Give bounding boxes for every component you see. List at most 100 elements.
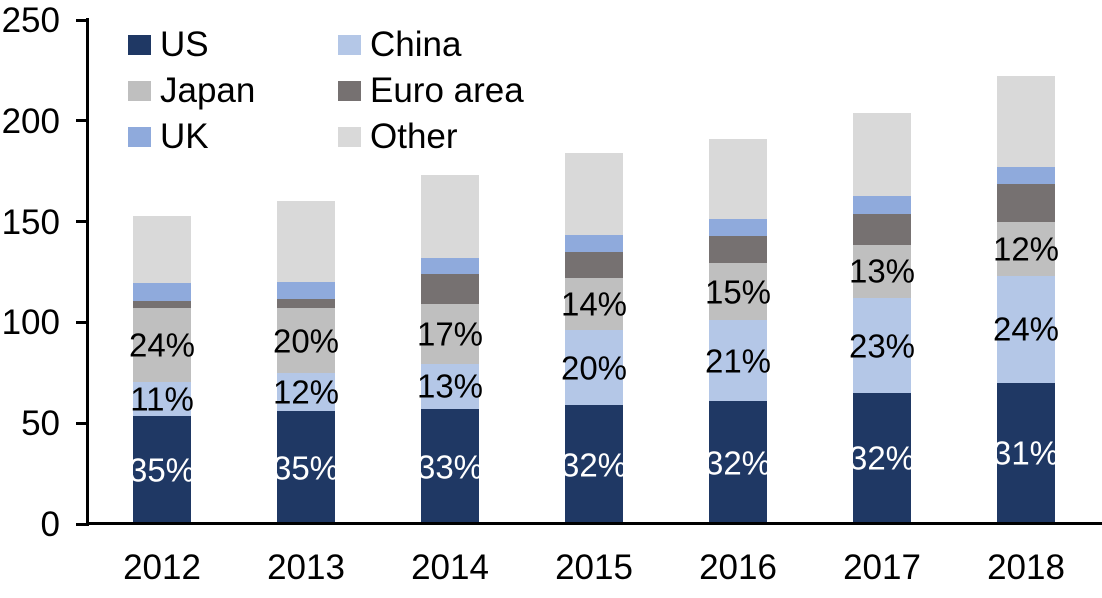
legend-row: Japan Euro area — [128, 68, 688, 114]
y-tick-label: 150 — [1, 202, 60, 242]
legend-item-euro-area: Euro area — [338, 73, 548, 109]
bar-segment-uk-2015 — [565, 234, 623, 252]
legend-row: US China — [128, 22, 688, 68]
y-tick-mark — [76, 220, 88, 224]
legend-swatch-icon — [338, 35, 361, 55]
data-label-us-2017: 32% — [848, 439, 916, 477]
bar-segment-us-2018 — [997, 382, 1055, 524]
legend-item-other: Other — [338, 119, 548, 155]
data-label-japan-2016: 15% — [704, 273, 772, 311]
bar-segment-other-2013 — [277, 201, 335, 283]
y-tick-mark — [76, 320, 88, 324]
legend-item-uk: UK — [128, 119, 338, 155]
legend-item-us: US — [128, 27, 338, 63]
y-tick-label: 100 — [1, 303, 60, 343]
bar-segment-us-2013 — [277, 411, 335, 524]
bar-segment-euro-area-2018 — [997, 184, 1055, 222]
bar-segment-uk-2017 — [853, 196, 911, 214]
bar-segment-uk-2018 — [997, 167, 1055, 185]
bar-segment-uk-2012 — [133, 283, 191, 302]
data-label-china-2015: 20% — [560, 349, 628, 387]
legend-swatch-icon — [128, 35, 151, 55]
y-tick-label: 200 — [1, 101, 60, 141]
data-label-japan-2018: 12% — [992, 230, 1060, 268]
legend-label: Euro area — [370, 71, 524, 110]
x-tick-label-2017: 2017 — [843, 548, 921, 587]
bar-segment-euro-area-2013 — [277, 299, 335, 309]
bar-segment-china-2016 — [709, 320, 767, 401]
bar-segment-us-2012 — [133, 416, 191, 524]
y-tick-mark — [76, 421, 88, 425]
data-label-japan-2014: 17% — [416, 315, 484, 353]
legend: US China Japan Euro area UK Other — [128, 22, 688, 160]
bar-segment-china-2018 — [997, 276, 1055, 383]
data-label-us-2012: 35% — [128, 451, 196, 489]
bar-segment-uk-2014 — [421, 257, 479, 274]
x-tick-label-2015: 2015 — [555, 548, 633, 587]
data-label-us-2018: 31% — [992, 434, 1060, 472]
bar-segment-us-2017 — [853, 392, 911, 524]
data-label-us-2015: 32% — [560, 446, 628, 484]
bar-segment-china-2012 — [133, 381, 191, 417]
legend-item-china: China — [338, 27, 548, 63]
legend-swatch-icon — [338, 127, 361, 147]
bar-segment-japan-2014 — [421, 304, 479, 364]
bar-segment-china-2017 — [853, 298, 911, 393]
bar-segment-uk-2013 — [277, 282, 335, 300]
bar-segment-us-2014 — [421, 409, 479, 524]
bar-segment-us-2016 — [709, 401, 767, 524]
bar-segment-uk-2016 — [709, 218, 767, 236]
x-tick-label-2013: 2013 — [267, 548, 345, 587]
legend-swatch-icon — [338, 81, 361, 101]
legend-label: Other — [370, 117, 458, 156]
x-tick-label-2016: 2016 — [699, 548, 777, 587]
data-label-china-2017: 23% — [848, 327, 916, 365]
data-label-japan-2017: 13% — [848, 252, 916, 290]
data-label-us-2016: 32% — [704, 444, 772, 481]
bar-segment-euro-area-2012 — [133, 301, 191, 309]
x-axis-line — [86, 522, 1102, 525]
data-label-china-2012: 11% — [130, 380, 194, 418]
data-label-china-2016: 21% — [704, 342, 772, 380]
data-label-us-2013: 35% — [272, 449, 340, 487]
y-tick-mark — [76, 18, 88, 22]
bar-segment-other-2016 — [709, 138, 767, 219]
bar-segment-euro-area-2017 — [853, 213, 911, 245]
bar-segment-china-2013 — [277, 372, 335, 412]
legend-swatch-icon — [128, 127, 151, 147]
bar-segment-japan-2018 — [997, 221, 1055, 277]
bar-segment-euro-area-2016 — [709, 235, 767, 263]
legend-row: UK Other — [128, 114, 688, 160]
data-label-japan-2015: 14% — [560, 285, 628, 323]
bar-segment-china-2014 — [421, 363, 479, 410]
bar-segment-japan-2017 — [853, 244, 911, 299]
y-tick-mark — [76, 522, 88, 526]
bar-segment-other-2018 — [997, 76, 1055, 168]
legend-label: UK — [160, 117, 209, 156]
legend-item-japan: Japan — [128, 73, 338, 109]
data-label-us-2014: 33% — [416, 448, 484, 486]
bar-segment-other-2012 — [133, 215, 191, 284]
data-label-china-2014: 13% — [416, 367, 484, 405]
y-tick-label: 50 — [21, 404, 60, 444]
y-tick-mark — [76, 119, 88, 123]
y-axis-line — [86, 18, 89, 526]
bar-segment-euro-area-2014 — [421, 274, 479, 305]
bar-segment-japan-2012 — [133, 308, 191, 382]
y-tick-label: 250 — [1, 1, 60, 40]
legend-swatch-icon — [128, 81, 151, 101]
legend-label: Japan — [160, 71, 256, 110]
data-label-china-2013: 12% — [272, 373, 340, 411]
bar-segment-japan-2013 — [277, 308, 335, 373]
bar-segment-other-2015 — [565, 153, 623, 235]
bar-segment-us-2015 — [565, 405, 623, 524]
bar-segment-japan-2015 — [565, 278, 623, 331]
x-tick-label-2014: 2014 — [411, 548, 489, 587]
bar-segment-china-2015 — [565, 330, 623, 406]
legend-label: China — [370, 25, 462, 64]
x-tick-label-2018: 2018 — [987, 548, 1065, 587]
bar-segment-other-2014 — [421, 175, 479, 258]
data-label-japan-2012: 24% — [128, 326, 196, 364]
data-label-china-2018: 24% — [992, 310, 1060, 348]
